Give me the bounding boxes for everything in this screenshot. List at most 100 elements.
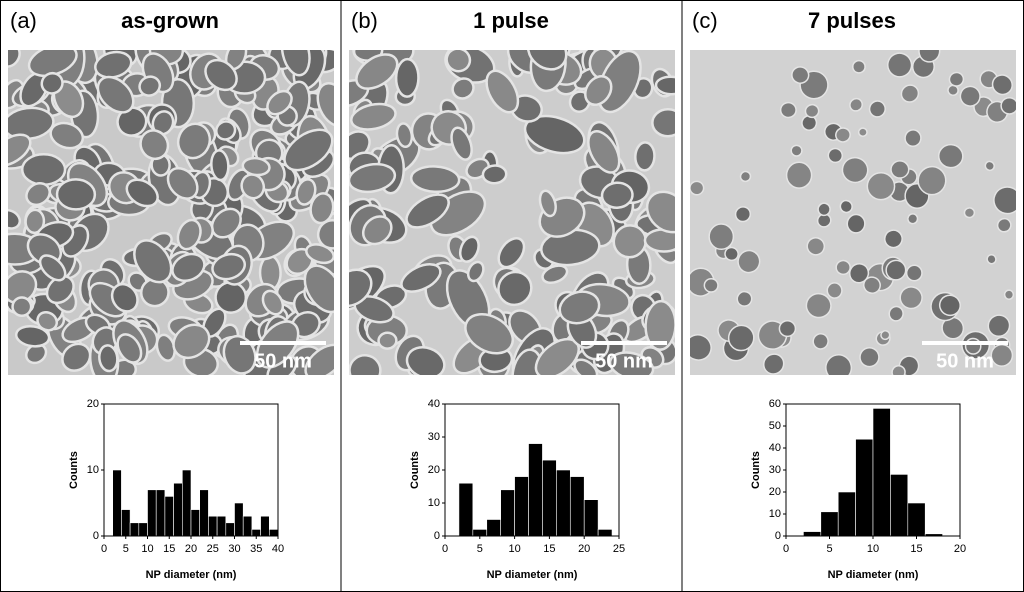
particle	[350, 102, 397, 131]
particle	[852, 59, 866, 74]
x-tick-label: 15	[163, 543, 175, 555]
y-tick-label: 20	[87, 398, 99, 410]
y-tick-label: 10	[428, 497, 440, 509]
scale-bar-label: 50 nm	[595, 350, 653, 372]
particle	[485, 69, 520, 114]
panel-title: 1 pulse	[473, 8, 549, 33]
y-axis-label: Counts	[409, 451, 421, 489]
x-tick-label: 5	[477, 543, 483, 555]
particle	[139, 129, 170, 161]
particle	[400, 263, 442, 293]
particle	[790, 144, 803, 157]
particle	[166, 167, 199, 200]
particle	[868, 100, 886, 118]
particle	[303, 264, 334, 314]
particle	[907, 213, 919, 225]
particle	[11, 296, 33, 318]
histogram-bar	[199, 489, 209, 537]
histogram-bar	[138, 522, 148, 537]
particle	[511, 348, 543, 375]
particle	[497, 237, 526, 269]
y-tick-label: 30	[769, 464, 781, 476]
particle	[25, 182, 51, 207]
particle	[948, 71, 965, 87]
particle	[839, 199, 853, 214]
particle	[643, 228, 675, 253]
particle	[355, 53, 399, 90]
particle	[835, 259, 851, 276]
histogram-bar	[216, 515, 227, 537]
particle	[900, 84, 920, 103]
particle	[846, 213, 866, 234]
particle	[316, 82, 334, 128]
particle	[283, 128, 334, 172]
particle	[890, 160, 910, 179]
particle	[140, 277, 170, 308]
histogram-bar	[242, 515, 253, 537]
histogram-bar	[820, 511, 839, 537]
histogram-bar	[112, 469, 122, 537]
panel-label: (b)	[351, 8, 378, 33]
particle	[523, 114, 586, 155]
particle	[993, 186, 1016, 215]
particle	[94, 50, 133, 79]
micrograph	[8, 50, 334, 375]
particle	[708, 223, 735, 251]
particle	[24, 208, 46, 235]
particle	[805, 292, 832, 319]
particle	[918, 50, 941, 63]
particle	[891, 364, 906, 375]
particle	[984, 160, 995, 172]
particle	[96, 75, 135, 114]
particle	[739, 170, 752, 183]
histogram-bar	[569, 476, 585, 537]
particle	[917, 165, 947, 196]
particle	[240, 173, 266, 200]
particle	[857, 127, 868, 138]
panel-label: (a)	[10, 8, 37, 33]
panel-title: as-grown	[121, 8, 219, 33]
particle	[280, 50, 311, 77]
particle	[45, 275, 75, 305]
particle	[14, 325, 51, 348]
x-tick-label: 35	[250, 543, 262, 555]
particle	[986, 254, 997, 265]
particle	[608, 351, 655, 375]
particle	[762, 353, 785, 375]
y-tick-label: 20	[428, 464, 440, 476]
x-tick-label: 10	[141, 543, 153, 555]
particle	[36, 310, 58, 332]
particle	[211, 252, 246, 281]
particle	[612, 224, 647, 259]
particle	[938, 294, 961, 317]
x-tick-label: 25	[613, 543, 625, 555]
x-tick-label: 25	[207, 543, 219, 555]
particle	[690, 334, 712, 361]
particle	[214, 280, 248, 314]
particle	[394, 57, 420, 98]
particle	[171, 252, 206, 283]
particle	[316, 219, 334, 250]
particle	[841, 156, 869, 184]
particle	[996, 217, 1012, 233]
x-tick-label: 15	[910, 543, 922, 555]
y-tick-label: 20	[769, 486, 781, 498]
histogram-bar	[837, 491, 856, 537]
particle	[138, 75, 162, 97]
particle	[481, 164, 508, 185]
histogram-bar	[890, 474, 909, 537]
x-tick-label: 0	[442, 543, 448, 555]
histogram-bar	[872, 408, 891, 537]
particle	[405, 193, 450, 229]
particle	[464, 312, 514, 355]
particle	[778, 319, 797, 338]
panel-label: (c)	[692, 8, 718, 33]
particle	[654, 75, 675, 96]
particle	[458, 235, 480, 263]
histogram-bar	[234, 502, 244, 537]
histogram-bar	[225, 522, 235, 537]
particle	[176, 122, 212, 160]
y-axis-label: Counts	[68, 451, 80, 489]
particle	[887, 52, 913, 78]
particle	[990, 343, 1014, 367]
